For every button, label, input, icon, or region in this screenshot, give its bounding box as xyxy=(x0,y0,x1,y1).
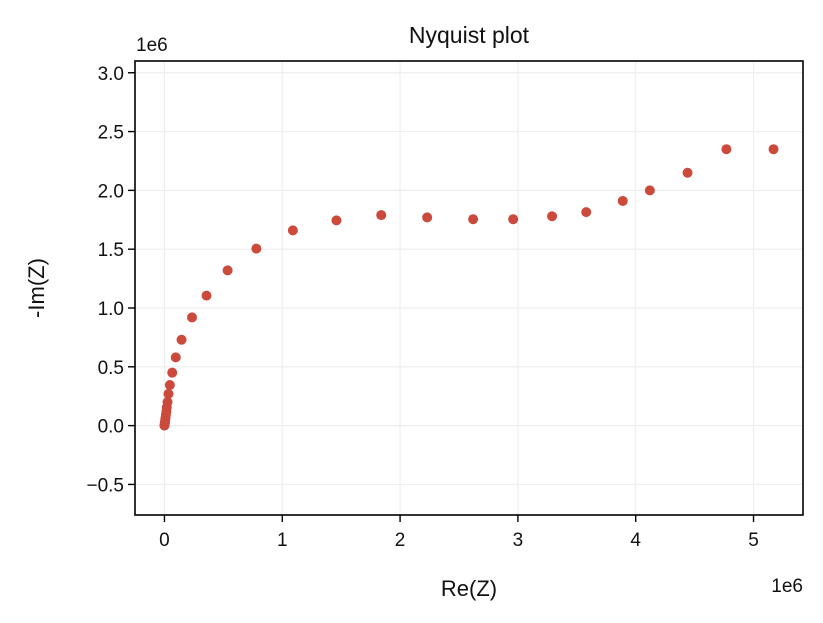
y-tick-label: 0.0 xyxy=(98,417,124,438)
y-tick-label: 1.5 xyxy=(98,240,124,261)
data-point xyxy=(201,290,212,301)
y-tick-label: 2.5 xyxy=(98,123,124,144)
data-point xyxy=(682,167,693,178)
grid xyxy=(135,61,803,515)
data-point xyxy=(644,185,655,196)
data-point xyxy=(508,214,519,225)
data-point xyxy=(581,207,592,218)
data-point xyxy=(162,397,173,408)
data-point xyxy=(176,334,187,345)
data-point xyxy=(376,210,387,221)
y-tick-label: 1.0 xyxy=(98,299,124,320)
data-point xyxy=(547,211,558,222)
data-point xyxy=(768,144,779,155)
data-point xyxy=(287,225,298,236)
y-tick-label: 3.0 xyxy=(98,64,124,85)
data-point xyxy=(468,214,479,225)
data-point xyxy=(163,388,174,399)
x-tick-label: 3 xyxy=(513,530,524,551)
data-point xyxy=(617,195,628,206)
x-axis-label: Re(Z) xyxy=(441,576,497,601)
y-offset-label: 1e6 xyxy=(136,35,168,56)
data-point xyxy=(422,212,433,223)
data-point xyxy=(331,215,342,226)
data-point xyxy=(251,243,262,254)
x-offset-label: 1e6 xyxy=(771,576,803,597)
data-point xyxy=(222,265,233,276)
data-point xyxy=(164,380,175,391)
y-tick-label: −0.5 xyxy=(86,475,124,496)
data-points xyxy=(159,144,779,431)
plot-frame xyxy=(134,60,804,516)
y-axis-label: -Im(Z) xyxy=(24,258,49,318)
data-point xyxy=(187,312,198,323)
y-tick-label: 2.0 xyxy=(98,181,124,202)
y-tick-label: 0.5 xyxy=(98,358,124,379)
chart-title: Nyquist plot xyxy=(409,22,530,48)
x-tick-label: 4 xyxy=(630,530,641,551)
data-point xyxy=(167,367,178,378)
x-tick-label: 0 xyxy=(159,530,170,551)
x-tick-label: 1 xyxy=(277,530,288,551)
y-ticks: −0.5 0.0 0.5 1.0 1.5 2.0 2.5 3.0 xyxy=(86,64,135,496)
data-point xyxy=(721,144,732,155)
x-ticks: 0 1 2 3 4 5 xyxy=(159,515,759,551)
data-point xyxy=(170,352,181,363)
x-tick-label: 5 xyxy=(748,530,759,551)
x-tick-label: 2 xyxy=(395,530,406,551)
